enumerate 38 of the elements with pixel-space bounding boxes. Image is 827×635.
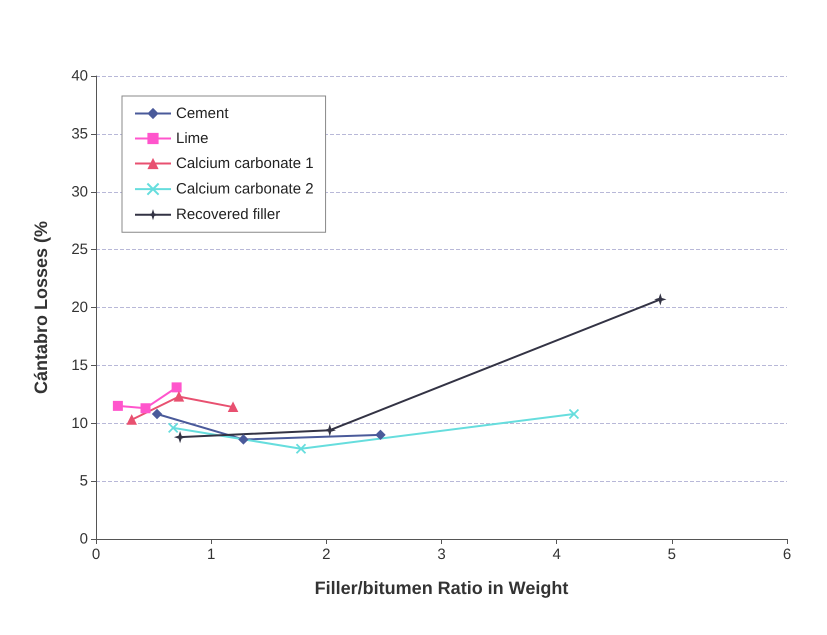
point — [168, 422, 179, 434]
y-axis-title: Cántabro Losses (% — [31, 220, 51, 394]
x-tick-label: 3 — [437, 546, 446, 563]
x-tick-label: 0 — [92, 546, 100, 563]
legend-label: Calcium carbonate 1 — [176, 155, 314, 172]
point — [228, 402, 238, 412]
legend-label: Recovered filler — [176, 206, 280, 224]
y-tick-label: 5 — [80, 472, 88, 490]
x-axis-title: Filler/bitumen Ratio in Weight — [314, 578, 568, 598]
y-tick-label: 10 — [71, 414, 88, 432]
point — [172, 382, 182, 392]
point — [174, 392, 184, 402]
y-tick-label: 20 — [71, 299, 88, 316]
x-tick-label: 4 — [552, 546, 561, 563]
y-tick-label: 35 — [71, 125, 88, 142]
legend-label: Calcium carbonate 2 — [176, 180, 314, 198]
legend-label: Cement — [176, 105, 230, 122]
point — [112, 400, 123, 411]
x-tick-label: 1 — [206, 546, 216, 563]
x-tick-label: 2 — [322, 546, 331, 563]
x-tick-label: 6 — [782, 546, 792, 563]
point — [238, 434, 248, 444]
y-tick-label: 30 — [71, 183, 88, 200]
point — [655, 294, 666, 304]
y-tick-label: 0 — [80, 530, 88, 548]
point — [140, 403, 151, 414]
legend-label: Lime — [176, 130, 209, 147]
point — [175, 432, 186, 442]
point — [375, 430, 386, 440]
y-tick-label: 25 — [71, 241, 88, 258]
x-tick-label: 5 — [668, 546, 676, 563]
point — [568, 408, 580, 420]
y-tick-label: 40 — [71, 68, 88, 84]
point — [152, 408, 162, 419]
point — [126, 414, 137, 425]
y-tick-label: 15 — [71, 356, 88, 374]
point — [296, 443, 306, 454]
point — [324, 425, 335, 436]
